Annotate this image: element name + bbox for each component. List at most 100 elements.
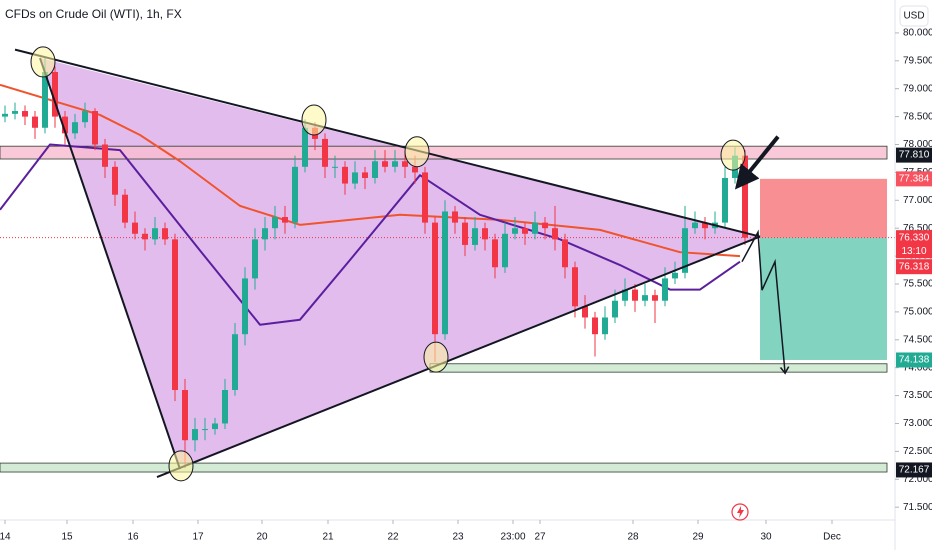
take-profit-box: [760, 237, 887, 360]
arrow: [734, 135, 780, 190]
price-label-bg: [896, 259, 932, 275]
candle-body: [322, 138, 328, 167]
y-tick-label: 74.000: [903, 362, 932, 373]
y-tick-label: 80.000: [903, 28, 932, 39]
candle-body: [672, 272, 678, 279]
x-tick-label: 23:00: [500, 532, 525, 543]
candle-body: [2, 113, 8, 117]
y-tick-label: 79.000: [903, 83, 932, 94]
candle-body: [452, 211, 458, 223]
candle-body: [482, 228, 488, 240]
x-tick-label: 27: [534, 532, 546, 543]
candle-body: [532, 222, 538, 234]
candle-body: [132, 222, 138, 234]
x-tick-label: 16: [127, 532, 139, 543]
highlight-circle: [168, 450, 194, 482]
currency[interactable]: USD: [903, 11, 924, 22]
candle-body: [682, 228, 688, 273]
highlight-circle: [404, 136, 430, 168]
x-tick-label: 14: [0, 532, 11, 543]
candle-body: [412, 166, 418, 173]
candle-body: [632, 289, 638, 301]
chart-title: CFDs on Crude Oil (WTI), 1h, FX: [5, 7, 182, 21]
x-tick-label: 21: [322, 532, 334, 543]
candle-body: [82, 111, 88, 123]
triangle-pattern: [40, 58, 760, 470]
candle-body: [462, 222, 468, 245]
candle-body: [582, 306, 588, 318]
candle-body: [372, 161, 378, 178]
candle-body: [192, 429, 198, 441]
price-label: 77.810: [899, 150, 930, 161]
x-tick-label: 28: [627, 532, 639, 543]
candle-body: [622, 289, 628, 301]
stop-loss-box: [760, 178, 887, 238]
highlight-circle: [423, 341, 449, 373]
currency-button[interactable]: [899, 5, 929, 27]
price-label-bg: [896, 352, 932, 368]
moving-average: [0, 83, 741, 258]
candle-body: [512, 228, 518, 234]
event-icon[interactable]: [731, 503, 749, 521]
y-tick-label: 78.500: [903, 111, 932, 122]
candle-body: [62, 116, 68, 134]
candle-body: [602, 317, 608, 335]
candle-body: [162, 228, 168, 240]
trendline: [39, 57, 181, 470]
x-tick-label: Dec: [823, 532, 841, 543]
candle-body: [332, 166, 338, 168]
candle-body: [72, 122, 78, 134]
price-label-bg: [896, 147, 932, 163]
candle-body: [362, 172, 368, 178]
candle-body: [22, 111, 28, 117]
candle-body: [572, 267, 578, 307]
x-tick-label: 15: [61, 532, 73, 543]
candle-body: [262, 228, 268, 240]
candle-body: [652, 295, 658, 301]
price-zone: [0, 145, 888, 160]
candle-body: [722, 177, 728, 223]
candle-body: [212, 423, 218, 430]
candle-body: [112, 166, 118, 195]
candle-body: [252, 239, 258, 279]
candle-body: [152, 228, 158, 240]
candle-body: [202, 429, 208, 431]
candle-body: [292, 166, 298, 223]
candle-body: [102, 144, 108, 167]
candle-body: [432, 222, 438, 335]
candle-body: [282, 217, 288, 223]
y-tick-label: 73.500: [903, 390, 932, 401]
candle-body: [222, 390, 228, 424]
candle-body: [702, 222, 708, 229]
candle-body: [242, 278, 248, 335]
price-label: 76.330: [899, 232, 930, 243]
trendline: [14, 48, 761, 238]
projection-path: [741, 229, 785, 372]
price-label: 77.384: [899, 174, 930, 185]
candle-body: [42, 71, 48, 128]
axes: 71.500 72.000 72.500 73.000 73.500 74.000 74.5…: [0, 28, 932, 543]
y-tick-label: 74.500: [903, 334, 932, 345]
candle-body: [442, 211, 448, 335]
price-label-bg: [896, 230, 932, 259]
candle-body: [402, 161, 408, 167]
candle-body: [642, 295, 648, 301]
candle-body: [52, 71, 58, 117]
candle-body: [32, 116, 38, 128]
highlight-circle: [720, 139, 746, 171]
plot-area: [0, 46, 895, 482]
candle-body: [422, 172, 428, 223]
candle-body: [232, 334, 238, 390]
candle-body: [12, 111, 18, 114]
price-label-bg: [896, 462, 932, 478]
x-tick-label: 17: [192, 532, 204, 543]
price-label: 72.167: [899, 465, 930, 476]
event-icon-bolt[interactable]: [737, 506, 744, 518]
candle-body: [492, 239, 498, 268]
candle-body: [352, 172, 358, 184]
candle-body: [392, 161, 398, 167]
y-tick-label: 73.000: [903, 418, 932, 429]
x-tick-label: 23: [452, 532, 464, 543]
highlight-circle: [301, 104, 327, 136]
